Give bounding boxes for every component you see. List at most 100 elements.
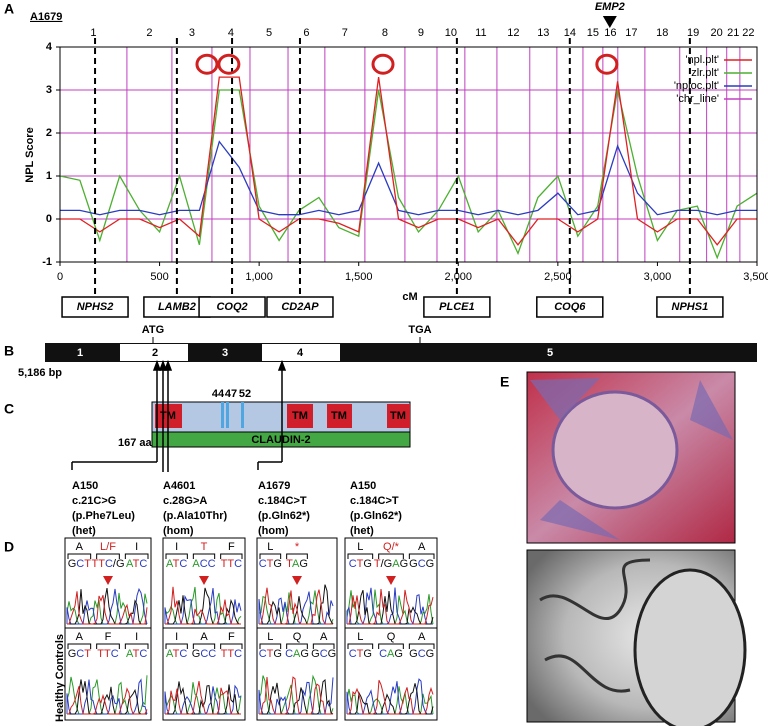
amino-acid: L/F — [100, 541, 116, 553]
x-tick-label: 3,000 — [644, 271, 672, 283]
variant-sample: A150 — [72, 480, 98, 492]
exon-label: 1 — [77, 347, 83, 359]
trace — [258, 591, 334, 625]
codon-bracket — [259, 643, 282, 649]
amino-acid: I — [175, 541, 178, 553]
chromosome-label: 12 — [507, 27, 519, 39]
amino-acid: Q — [387, 631, 396, 643]
trace — [258, 677, 334, 715]
codon: CTG — [259, 558, 282, 570]
codon-bracket — [67, 553, 92, 559]
legend-label: 'zlr.plt' — [689, 67, 719, 79]
x-axis-title: cM — [402, 291, 417, 303]
y-tick-label: -1 — [42, 256, 52, 268]
y-tick-label: 4 — [46, 41, 53, 53]
x-tick-label: 2,500 — [544, 271, 572, 283]
gene-box — [536, 296, 604, 318]
codon-bracket — [347, 643, 374, 649]
exon-label: 4 — [297, 347, 304, 359]
amino-acid: L — [357, 631, 363, 643]
protein-length: 167 aa — [118, 437, 153, 449]
codon-bracket — [96, 643, 120, 649]
chromosome-label: 6 — [303, 27, 309, 39]
x-tick-label: 0 — [57, 271, 63, 283]
chromosome-label: 8 — [382, 27, 388, 39]
codon: T/GAG — [374, 558, 408, 570]
x-tick-label: 2,000 — [445, 271, 473, 283]
codon-bracket — [378, 553, 404, 559]
codon-bracket — [259, 553, 282, 559]
amino-acid: T — [201, 541, 208, 553]
mutation-marker — [199, 576, 209, 585]
glomerulus — [551, 390, 679, 510]
gene-label: COQ6 — [554, 301, 586, 313]
gene-box — [61, 296, 129, 318]
series-line — [59, 89, 758, 260]
trace — [164, 588, 242, 625]
chromosome-label: 1 — [90, 27, 96, 39]
trace — [347, 679, 434, 715]
gene-box — [266, 296, 334, 318]
chromosome-label: 13 — [537, 27, 549, 39]
variant-cdna: c.28G>A — [163, 495, 207, 507]
variant-protein: (p.Gln62*) — [258, 510, 310, 522]
trace — [67, 686, 148, 715]
tm-label: TM — [390, 410, 406, 422]
amino-acid: F — [228, 541, 235, 553]
variant-zygosity: (hom) — [163, 525, 194, 537]
trace — [67, 679, 147, 715]
codon-bracket — [96, 553, 120, 559]
chromosome-label: 7 — [342, 27, 348, 39]
mutation-marker — [292, 576, 302, 585]
codon: CTG — [349, 558, 372, 570]
amino-acid: A — [418, 541, 426, 553]
trace — [347, 683, 434, 715]
tm-label: TM — [331, 410, 347, 422]
mutation-marker — [103, 576, 113, 585]
trace — [165, 681, 241, 715]
tm-label: TM — [292, 410, 308, 422]
trace — [346, 678, 433, 715]
codon-bracket — [347, 553, 374, 559]
amino-acid: A — [200, 631, 208, 643]
gene-box — [198, 296, 266, 318]
amino-acid: F — [228, 631, 235, 643]
codon-bracket — [192, 553, 216, 559]
y-tick-label: 2 — [46, 127, 52, 139]
plot-frame — [59, 46, 758, 263]
panel-label: C — [4, 401, 14, 417]
protein-name: CLAUDIN-2 — [251, 434, 310, 446]
amino-acid: A — [76, 541, 84, 553]
start-codon: ATG — [142, 324, 164, 336]
sample-label: A1679 — [30, 11, 62, 23]
codon: TTC — [221, 648, 242, 660]
peak-circle — [371, 53, 395, 75]
peak-circle — [195, 53, 219, 75]
trace — [346, 587, 433, 625]
codon: TTC — [97, 648, 118, 660]
chromosome-label: 20 — [711, 27, 723, 39]
trace — [259, 676, 333, 715]
codon-bracket — [408, 553, 435, 559]
em-structure — [633, 568, 747, 726]
tm-domain — [287, 404, 313, 428]
y-tick-label: 1 — [46, 170, 52, 182]
gene-label: CD2AP — [281, 301, 319, 313]
chromosome-label: 19 — [687, 27, 699, 39]
trace — [259, 587, 333, 625]
exon-label: 5 — [547, 347, 553, 359]
gene-label: NPHS2 — [77, 301, 114, 313]
trace — [67, 588, 147, 625]
gene-bar — [45, 343, 757, 362]
gene-label: LAMB2 — [158, 301, 196, 313]
codon: TTC — [221, 558, 242, 570]
chromatogram-box — [256, 537, 338, 721]
codon: CAG — [379, 648, 403, 660]
series-line — [60, 140, 757, 216]
amino-acid: I — [175, 631, 178, 643]
codon-bracket — [124, 643, 149, 649]
exon-label: 2 — [152, 347, 158, 359]
x-tick-label: 3,500 — [743, 271, 768, 283]
chromosome-label: 22 — [742, 27, 754, 39]
variant-cdna: c.184C>T — [258, 495, 307, 507]
